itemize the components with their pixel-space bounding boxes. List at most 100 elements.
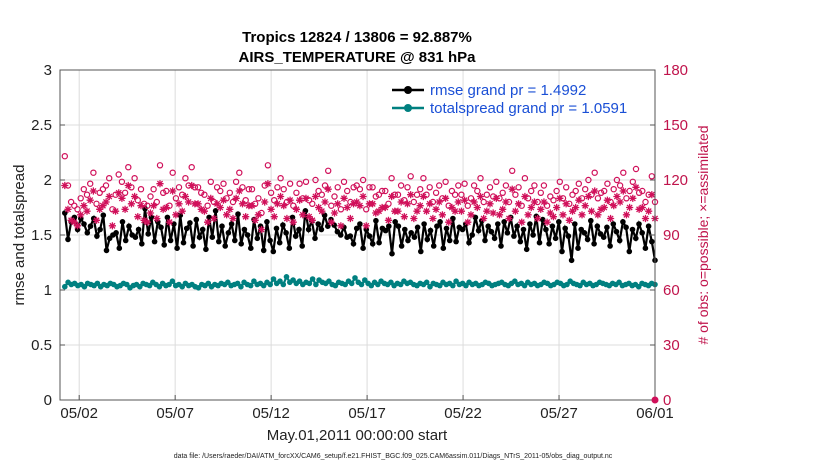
- data-point-assimilated: [597, 205, 605, 213]
- data-point-possible: [626, 187, 633, 195]
- data-point-assimilated: [346, 214, 354, 223]
- data-point-assimilated: [616, 198, 624, 206]
- data-point: [164, 214, 171, 221]
- data-point: [520, 226, 527, 233]
- data-point: [352, 275, 358, 281]
- data-point-assimilated: [232, 194, 240, 202]
- data-point: [145, 231, 151, 237]
- data-point-assimilated: [476, 192, 485, 201]
- data-point: [151, 238, 158, 245]
- data-point-possible: [604, 180, 611, 187]
- data-point: [418, 248, 424, 255]
- data-point-assimilated: [553, 203, 561, 212]
- data-point: [607, 243, 613, 249]
- data-point-assimilated: [467, 211, 475, 219]
- data-point-possible: [277, 174, 284, 182]
- data-point: [190, 243, 196, 249]
- data-point-assimilated: [203, 218, 212, 226]
- data-point-possible: [315, 187, 322, 195]
- data-point-assimilated: [359, 192, 367, 201]
- y-left-tick-label: 0: [44, 392, 52, 409]
- data-point-possible: [461, 180, 468, 187]
- data-point-assimilated: [546, 209, 554, 217]
- data-point-possible: [613, 176, 621, 184]
- data-point: [565, 233, 572, 239]
- data-point-assimilated: [562, 200, 570, 208]
- data-point-assimilated: [429, 214, 437, 223]
- data-point-assimilated: [251, 216, 259, 224]
- data-point-assimilated: [137, 202, 145, 210]
- data-point-assimilated: [296, 196, 304, 204]
- right-axis-zero-marker: [651, 396, 659, 404]
- data-point-assimilated: [143, 218, 151, 226]
- data-point: [309, 276, 316, 282]
- data-point-assimilated: [162, 203, 170, 212]
- data-point-assimilated: [508, 185, 516, 193]
- data-point-possible: [353, 182, 360, 189]
- data-point-possible: [71, 202, 78, 209]
- data-point: [572, 221, 578, 227]
- data-point-possible: [642, 198, 649, 206]
- data-point: [139, 241, 145, 247]
- data-point-possible: [321, 182, 329, 189]
- data-point-possible: [96, 189, 103, 196]
- data-point-assimilated: [407, 191, 415, 199]
- x-tick-label: 05/02: [60, 405, 98, 422]
- data-point: [196, 234, 203, 240]
- data-point-possible: [213, 184, 221, 191]
- data-point-possible: [102, 182, 110, 189]
- data-point-possible: [255, 195, 262, 202]
- data-point: [600, 234, 607, 240]
- data-point-possible: [639, 187, 646, 195]
- data-point-assimilated: [73, 222, 82, 230]
- data-point: [584, 236, 591, 243]
- data-point: [247, 282, 254, 289]
- data-point: [411, 234, 418, 240]
- data-point-possible: [540, 182, 548, 189]
- data-point-assimilated: [264, 180, 272, 188]
- data-point-assimilated: [140, 216, 148, 224]
- data-point: [299, 243, 306, 249]
- data-point-possible: [509, 167, 516, 174]
- data-point-assimilated: [565, 216, 573, 224]
- data-point: [350, 241, 357, 247]
- data-point-possible: [293, 189, 300, 196]
- data-point: [498, 243, 504, 249]
- data-point-possible: [172, 195, 180, 202]
- data-point: [254, 235, 261, 242]
- data-point-assimilated: [388, 192, 396, 201]
- data-point-assimilated: [238, 200, 247, 208]
- data-point-possible: [86, 180, 94, 187]
- data-point-assimilated: [568, 207, 577, 215]
- y-right-tick-label: 150: [663, 117, 688, 134]
- data-point-assimilated: [368, 200, 377, 208]
- data-point-possible: [515, 184, 522, 191]
- data-point-assimilated: [549, 213, 558, 221]
- data-point: [588, 217, 594, 224]
- data-point: [347, 233, 354, 239]
- data-point: [199, 226, 206, 233]
- data-point-assimilated: [105, 192, 113, 201]
- data-point-assimilated: [156, 180, 164, 188]
- y-left-tick-label: 1: [44, 282, 52, 299]
- data-point-assimilated: [134, 213, 142, 221]
- data-point: [562, 225, 568, 232]
- data-point-assimilated: [242, 213, 250, 221]
- data-point-possible: [467, 195, 475, 202]
- data-point: [235, 211, 241, 217]
- data-point: [446, 237, 453, 244]
- data-point-possible: [226, 189, 233, 196]
- data-point-assimilated: [146, 209, 155, 217]
- data-point-possible: [309, 200, 316, 207]
- data-point-assimilated: [527, 203, 535, 212]
- data-point: [581, 230, 588, 236]
- data-point-possible: [201, 191, 208, 198]
- data-point-possible: [296, 180, 303, 187]
- data-point: [549, 223, 556, 229]
- data-point-possible: [382, 187, 389, 195]
- chart-title-line-1: Tropics 12824 / 13806 = 92.887%: [242, 29, 472, 46]
- data-point: [366, 233, 373, 239]
- y-axis-left-label: rmse and totalspread: [11, 165, 28, 306]
- data-point-possible: [378, 187, 386, 195]
- data-point: [408, 230, 415, 236]
